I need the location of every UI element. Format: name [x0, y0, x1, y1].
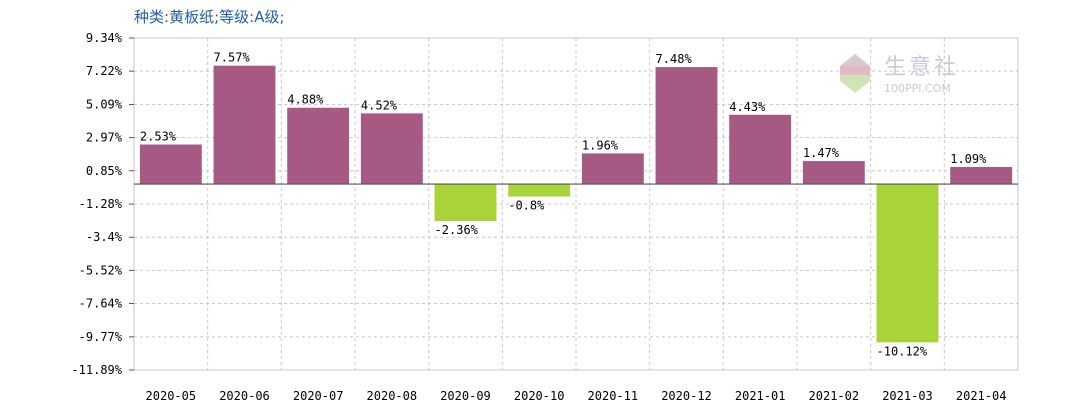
bars [134, 65, 1018, 343]
data-label-2020-11: 1.96% [582, 138, 619, 152]
data-label-2021-01: 4.43% [729, 100, 766, 114]
data-label-2020-09: -2.36% [435, 223, 479, 237]
y-tick-label: -11.89% [71, 363, 122, 377]
data-labels: 2.53% 7.57% 4.88% 4.52% -2.36% -0.8% 1.96% 7.48… [140, 51, 987, 359]
data-label-2020-10: -0.8% [508, 199, 545, 213]
watermark-name: 生意社 [884, 55, 959, 80]
x-tick-label: 2020-11 [588, 389, 639, 403]
bar-2021-03 [876, 184, 939, 343]
x-tick-label: 2020-08 [367, 389, 418, 403]
y-tick-label: -3.4% [86, 230, 123, 244]
data-label-2021-02: 1.47% [803, 146, 840, 160]
y-tick-label: -9.77% [79, 330, 123, 344]
y-tick-label: -1.28% [79, 197, 123, 211]
watermark-logo-icon [840, 54, 870, 93]
x-tick-label: 2020-06 [219, 389, 270, 403]
watermark: 生意社 100PPI.COM [840, 54, 959, 95]
bar-2020-10 [508, 184, 571, 197]
data-label-2020-05: 2.53% [140, 129, 177, 143]
bar-2020-09 [434, 184, 497, 221]
bar-2021-01 [729, 114, 792, 185]
x-tick-label: 2020-09 [440, 389, 491, 403]
y-tick-label: 9.34% [86, 31, 123, 45]
x-tick-label: 2021-01 [735, 389, 786, 403]
bar-2020-06 [213, 65, 276, 185]
y-tick-label: 0.85% [86, 164, 123, 178]
y-tick-label: -5.52% [79, 263, 123, 277]
bar-2021-04 [950, 167, 1013, 185]
x-tick-label: 2020-12 [661, 389, 712, 403]
bar-2020-11 [581, 153, 644, 185]
x-tick-label: 2020-07 [293, 389, 344, 403]
x-tick-label: 2021-03 [882, 389, 933, 403]
grade-value: A级; [254, 8, 285, 26]
gridlines [133, 37, 1019, 371]
y-tick-label: 2.97% [86, 131, 123, 145]
bar-2020-05 [139, 144, 202, 185]
bar-2020-08 [360, 113, 423, 185]
kind-label: 种类: [134, 8, 170, 26]
chart-header: 种类:黄板纸;等级:A级; [134, 6, 285, 27]
x-tick-label: 2021-04 [956, 389, 1007, 403]
y-tick-label: 7.22% [86, 64, 123, 78]
y-tick-label: -7.64% [79, 297, 123, 311]
data-label-2020-12: 7.48% [656, 52, 693, 66]
data-label-2020-08: 4.52% [361, 98, 398, 112]
kind-value: 黄板纸 [169, 8, 215, 26]
data-label-2020-07: 4.88% [287, 93, 324, 107]
x-tick-label: 2020-05 [146, 389, 197, 403]
data-label-2021-03: -10.12% [877, 344, 928, 358]
y-tick-labels: 9.34% 7.22% 5.09% 2.97% 0.85% -1.28% -3.4% -5.5… [71, 31, 134, 377]
data-label-2021-04: 1.09% [950, 152, 987, 166]
bar-2021-02 [802, 161, 865, 185]
x-tick-label: 2020-10 [514, 389, 565, 403]
bar-2020-07 [287, 107, 350, 185]
y-tick-label: 5.09% [86, 97, 123, 111]
watermark-url: 100PPI.COM [884, 82, 951, 95]
data-label-2020-06: 7.57% [214, 51, 251, 65]
x-tick-labels: 2020-05 2020-06 2020-07 2020-08 2020-09 2020-… [146, 389, 1007, 403]
bar-2020-12 [655, 67, 718, 185]
x-tick-label: 2021-02 [809, 389, 860, 403]
grade-label: ;等级: [214, 8, 255, 26]
